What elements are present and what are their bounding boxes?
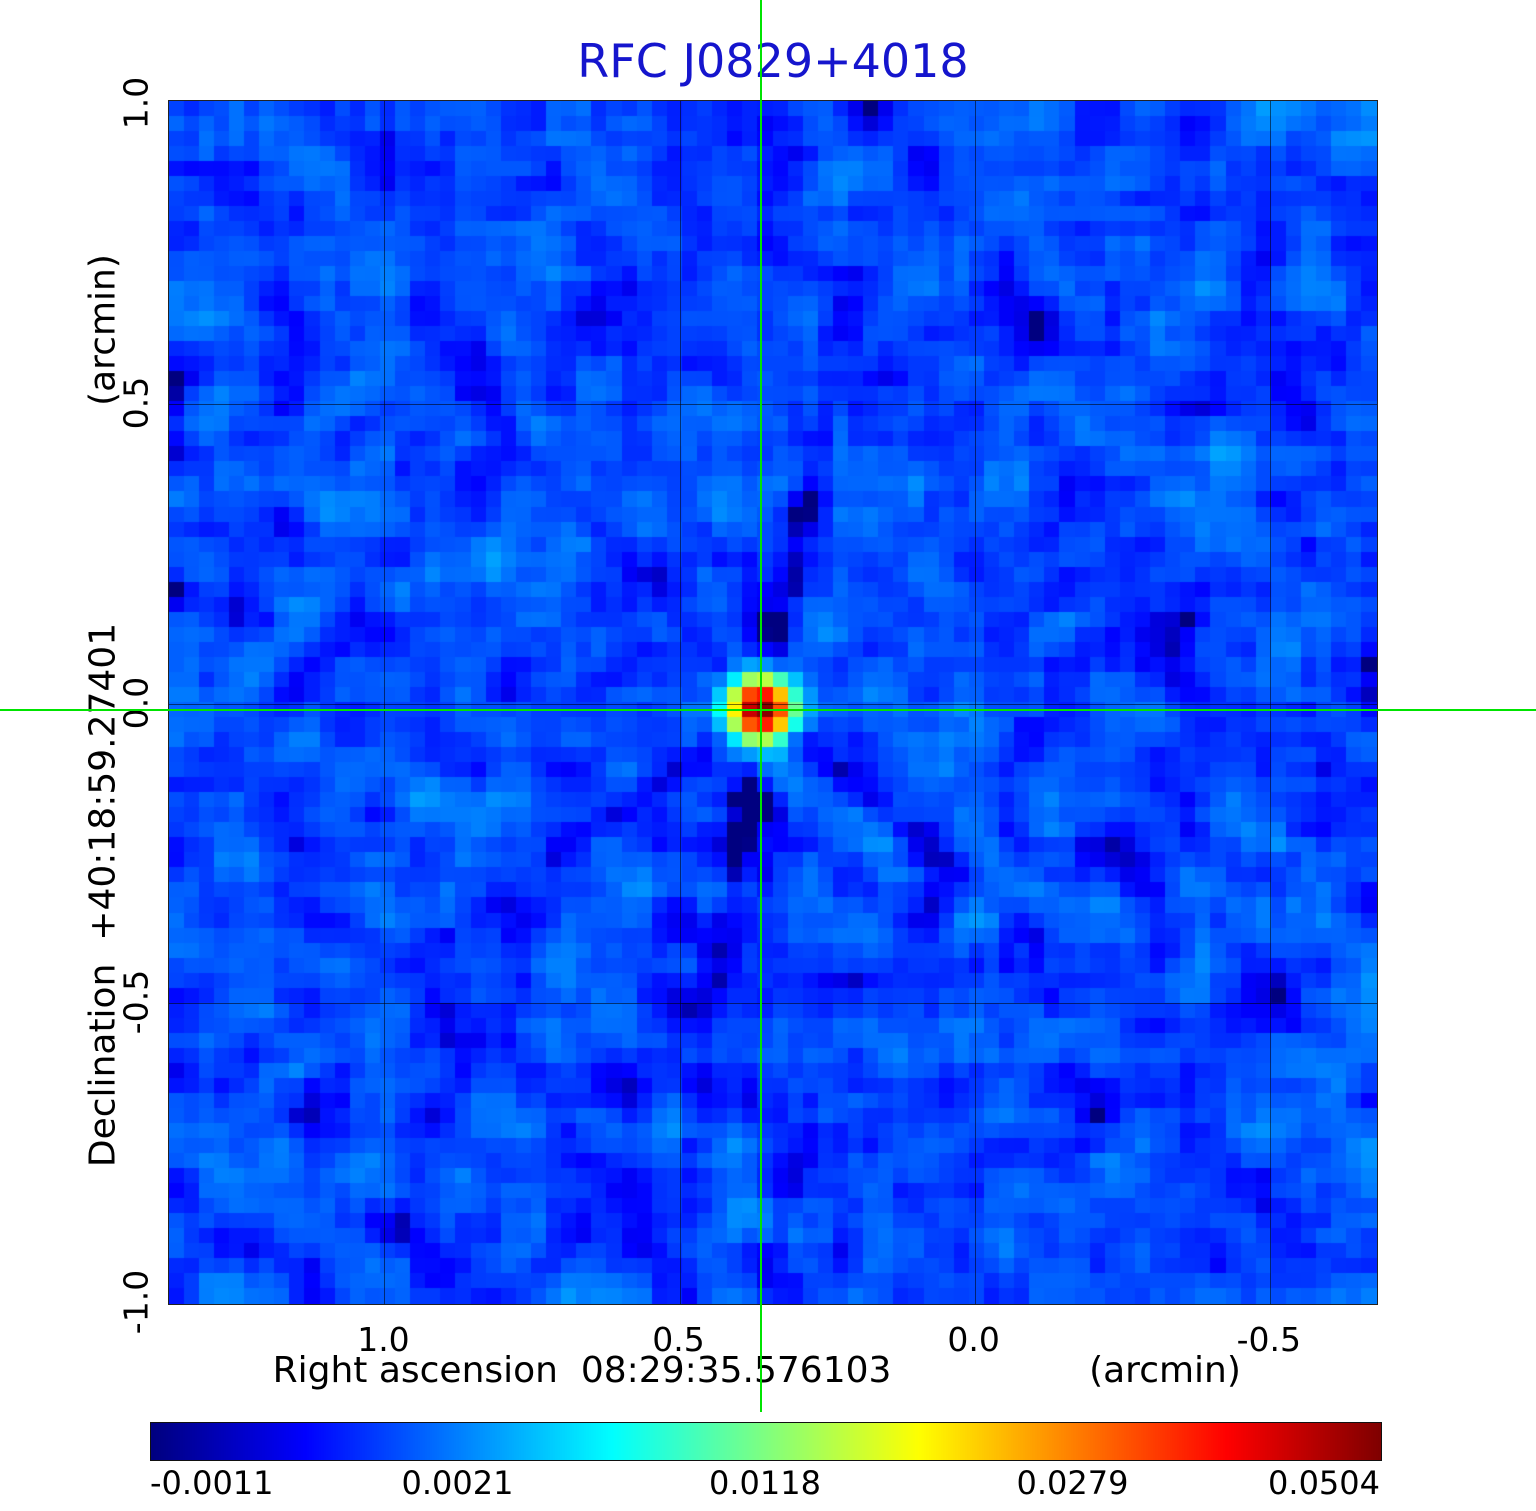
y-tick-label: 0.0: [116, 676, 156, 729]
y-tick-label: -0.5: [116, 970, 156, 1035]
grid-line-vertical: [974, 101, 976, 1304]
grid-line-horizontal: [169, 703, 1377, 705]
radio-map-canvas: [169, 101, 1377, 1304]
grid-line-vertical: [679, 101, 681, 1304]
grid-line-horizontal: [169, 403, 1377, 405]
y-tick-label: 1.0: [116, 76, 156, 130]
x-axis-label: Right ascension 08:29:35.576103: [272, 1350, 892, 1391]
colorbar-tick-label: 0.0021: [401, 1464, 514, 1502]
x-tick-label: 1.0: [357, 1320, 410, 1359]
plot-title: RFC J0829+4018: [577, 34, 969, 88]
crosshair-vertical-line: [760, 0, 763, 1412]
colorbar-tick-label: -0.0011: [150, 1464, 274, 1502]
y-tick-label: -1.0: [116, 1269, 156, 1335]
x-tick-label: 0.5: [652, 1320, 705, 1359]
y-tick-label: 0.5: [116, 376, 156, 429]
x-tick-label: 0.0: [947, 1320, 1000, 1359]
grid-line-vertical: [1269, 101, 1271, 1304]
crosshair-horizontal-line: [0, 708, 1536, 711]
plot-area: [168, 100, 1378, 1305]
grid-line-horizontal: [169, 1003, 1377, 1005]
colorbar-tick-label: 0.0118: [709, 1464, 821, 1502]
colorbar-tick-label: 0.0279: [1016, 1464, 1129, 1502]
x-tick-label: -0.5: [1236, 1320, 1301, 1359]
colorbar-tick-label: 0.0504: [1268, 1464, 1380, 1502]
x-axis-unit-label: (arcmin): [1089, 1350, 1241, 1391]
colorbar-gradient-canvas: [150, 1422, 1382, 1461]
colorbar: [150, 1422, 1382, 1461]
grid-line-vertical: [384, 101, 386, 1304]
